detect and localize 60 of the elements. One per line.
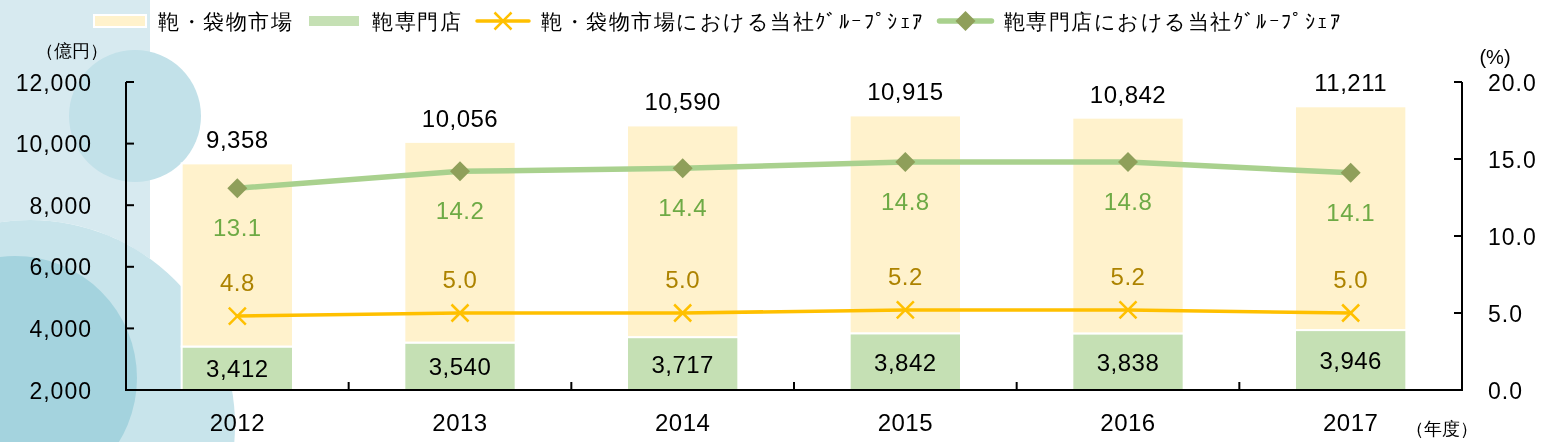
data-label: 5.0: [1333, 266, 1369, 293]
total-label: 11,211: [1314, 69, 1388, 97]
y2-tick-label: 0.0: [1488, 377, 1523, 404]
data-label: 14.8: [1103, 188, 1153, 216]
point: [1340, 162, 1361, 183]
total-label: 10,056: [421, 104, 499, 132]
total-label: 10,842: [1089, 80, 1167, 108]
data-label: 3,412: [206, 355, 269, 383]
point: [895, 152, 916, 173]
total-label: 10,915: [867, 78, 944, 106]
data-label: 3,540: [428, 353, 492, 381]
point: [1118, 300, 1138, 320]
x-tick-label: 2012: [209, 409, 266, 436]
total-label: 9,358: [206, 126, 269, 154]
y2-axis-title: (%): [1479, 46, 1511, 68]
y2-tick-label: 10.0: [1488, 223, 1537, 250]
point: [450, 303, 470, 323]
data-label: 4.8: [219, 269, 255, 297]
point: [227, 178, 248, 199]
y-tick-label: 8,000: [29, 192, 92, 219]
y-tick-label: 6,000: [29, 254, 92, 281]
legend-label: 鞄専門店における当社ｸﾞﾙｰﾌﾟｼｪｱ: [1003, 10, 1342, 33]
total-label: 10,590: [644, 88, 721, 116]
data-label: 3,842: [874, 348, 937, 376]
y-axis-title: （億円）: [36, 41, 108, 61]
data-label: 14.8: [880, 188, 930, 216]
point: [672, 158, 693, 179]
data-label: 5.0: [442, 266, 478, 293]
y-tick-label: 2,000: [29, 377, 92, 404]
x-tick-label: 2014: [654, 409, 711, 436]
legend-label: 鞄・袋物市場における当社ｸﾞﾙｰﾌﾟｼｪｱ: [541, 10, 925, 33]
data-label: 14.1: [1326, 198, 1376, 226]
x-tick-label: 2013: [432, 409, 488, 436]
y-tick-label: 4,000: [29, 315, 92, 342]
x-axis-title: （年度）: [1406, 419, 1478, 439]
data-label: 3,717: [651, 350, 714, 378]
data-label: 14.4: [658, 194, 708, 222]
data-label: 3,838: [1096, 348, 1160, 376]
point: [672, 303, 693, 323]
legend-label: 鞄・袋物市場: [158, 10, 293, 33]
data-label: 5.2: [887, 262, 923, 290]
legend-label: 鞄専門店: [372, 10, 462, 33]
point: [1340, 303, 1361, 323]
y2-tick-label: 15.0: [1488, 146, 1537, 173]
point: [1118, 152, 1138, 173]
data-label: 13.1: [212, 214, 262, 242]
y-tick-label: 12,000: [15, 69, 92, 96]
data-label: 5.0: [665, 266, 701, 293]
data-label: 5.2: [1110, 262, 1146, 290]
x-tick-label: 2017: [1322, 409, 1379, 436]
x-tick-label: 2015: [877, 409, 934, 436]
y2-tick-label: 20.0: [1488, 69, 1537, 96]
point: [450, 161, 470, 182]
y2-tick-label: 5.0: [1488, 300, 1523, 327]
y-tick-label: 10,000: [15, 131, 92, 158]
x-tick-label: 2016: [1100, 409, 1156, 436]
data-label: 3,946: [1319, 347, 1382, 375]
point: [895, 300, 916, 320]
data-label: 14.2: [435, 197, 485, 225]
point: [227, 306, 248, 326]
